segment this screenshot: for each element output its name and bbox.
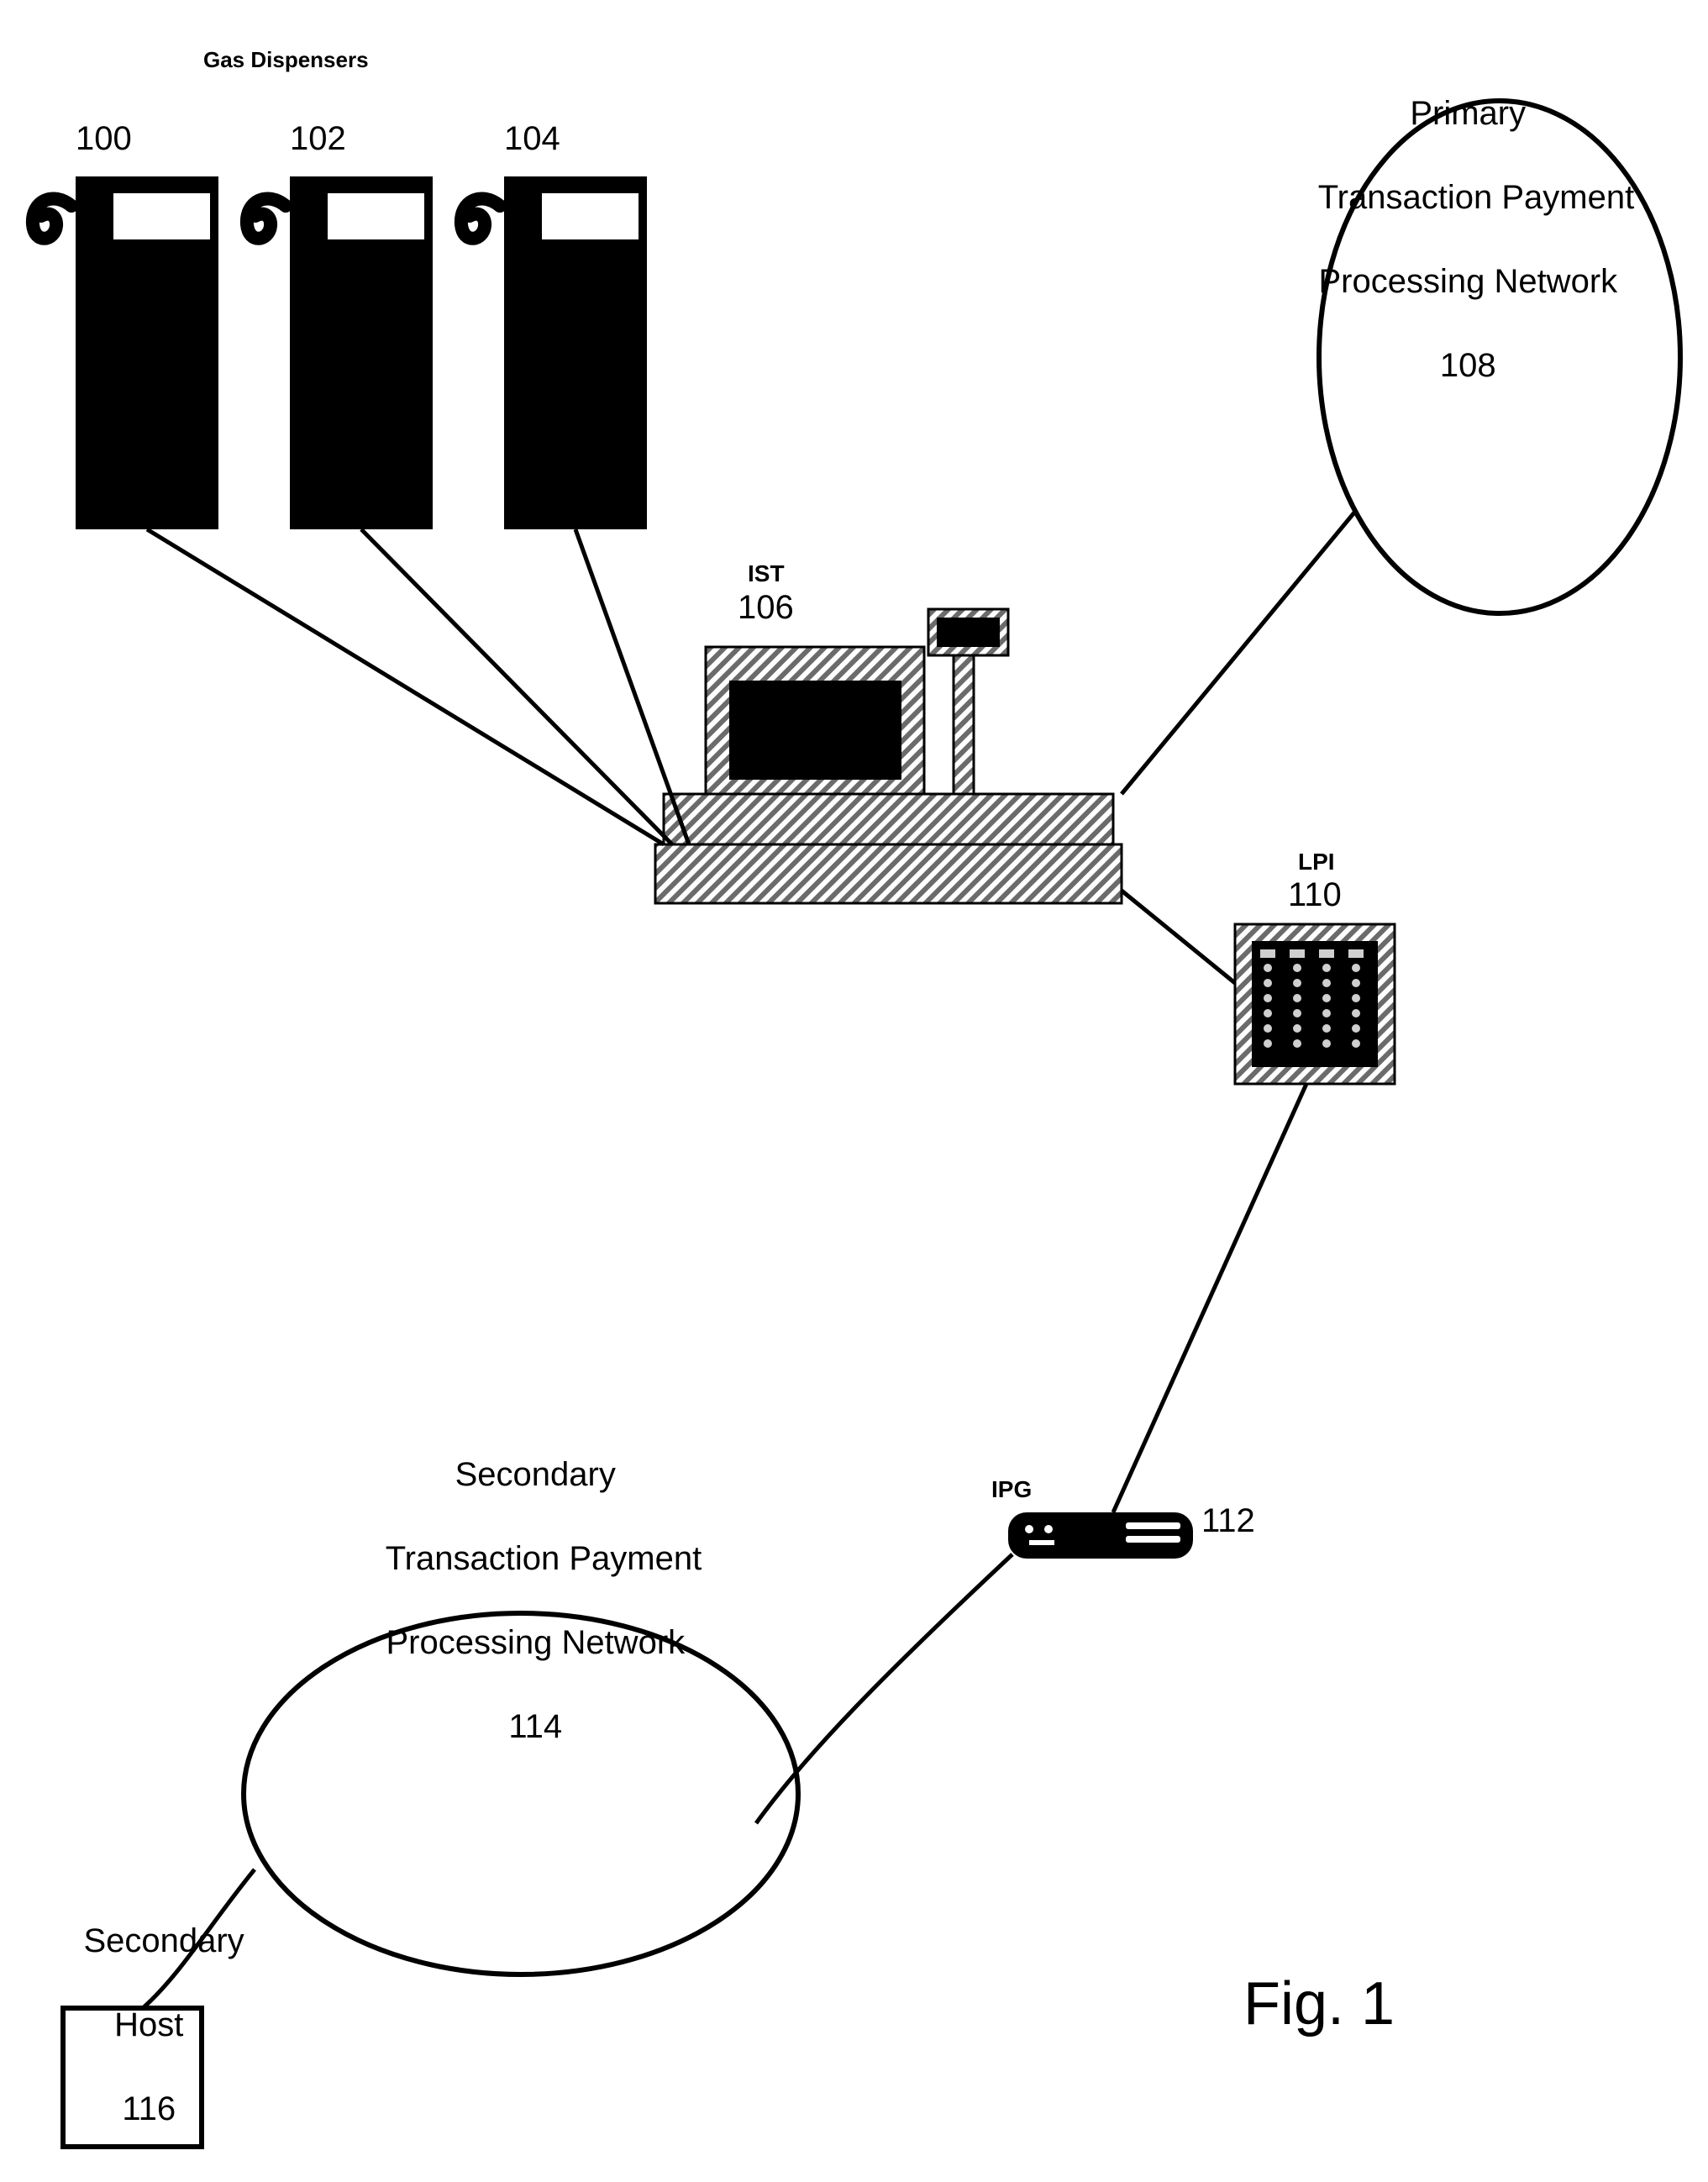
figure-label: Fig. 1 xyxy=(1243,1966,1395,2042)
gas-dispenser-2 xyxy=(461,176,647,529)
secondary-host-line1: Host xyxy=(114,2006,183,2043)
primary-network-label: Primary Transaction Payment Processing N… xyxy=(1281,50,1617,429)
dispenser-1-label: 102 xyxy=(290,118,346,160)
secondary-network-label: Secondary Transaction Payment Processing… xyxy=(349,1412,685,1790)
primary-network-line1: Transaction Payment xyxy=(1318,179,1634,216)
ist-number: 106 xyxy=(738,586,794,628)
secondary-network-line3: 114 xyxy=(508,1708,562,1745)
primary-network-line2: Processing Network xyxy=(1318,263,1617,300)
diagram-canvas: Gas Dispensers 100 102 104 IST 106 Prima… xyxy=(0,0,1708,2182)
gas-dispensers-title: Gas Dispensers xyxy=(203,46,369,74)
dispenser-2-label: 104 xyxy=(504,118,560,160)
ipg-name: IPG xyxy=(991,1475,1032,1504)
ist-terminal xyxy=(655,609,1122,903)
gas-dispenser-1 xyxy=(247,176,433,529)
lpi-name: LPI xyxy=(1298,847,1335,876)
ipg-to-secondary-curve xyxy=(756,1554,1012,1823)
secondary-host-label: Secondary Host 116 xyxy=(46,1878,214,2172)
secondary-host-line0: Secondary xyxy=(83,1922,244,1959)
lpi-number: 110 xyxy=(1288,874,1342,916)
gas-dispenser-0 xyxy=(33,176,218,529)
ist-name: IST xyxy=(748,559,785,588)
dispenser-0-label: 100 xyxy=(76,118,132,160)
secondary-host-line2: 116 xyxy=(122,2090,176,2127)
ipg-number: 112 xyxy=(1201,1500,1255,1542)
secondary-network-line2: Processing Network xyxy=(386,1624,685,1661)
ipg-device xyxy=(1008,1512,1193,1559)
lpi-device xyxy=(1235,924,1395,1084)
secondary-network-line0: Secondary xyxy=(455,1456,616,1493)
secondary-network-line1: Transaction Payment xyxy=(386,1540,702,1577)
primary-network-line3: 108 xyxy=(1440,347,1496,384)
primary-network-line0: Primary xyxy=(1410,95,1526,132)
